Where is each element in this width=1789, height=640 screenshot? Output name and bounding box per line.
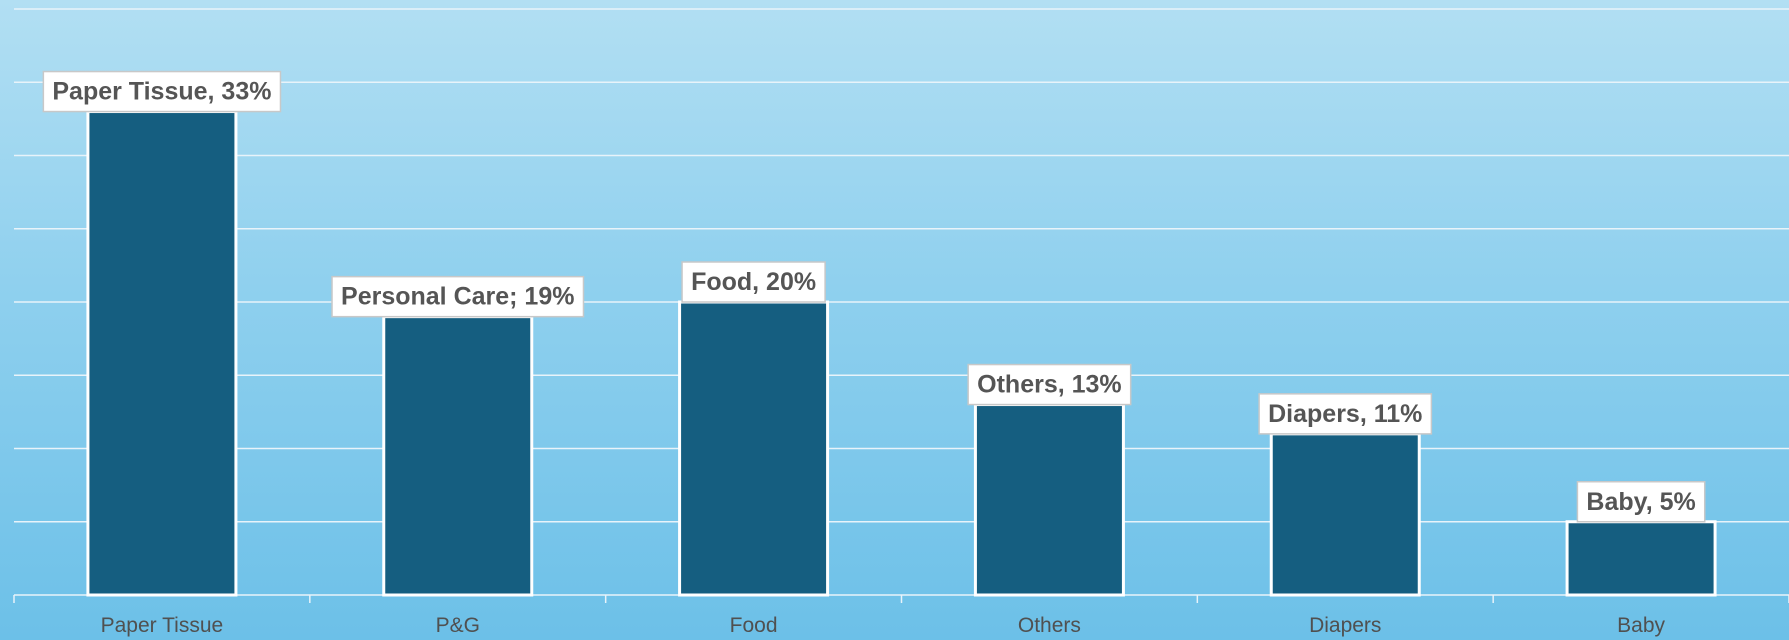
x-tick-label-2: Food xyxy=(730,614,778,637)
data-label-5: Baby, 5% xyxy=(1586,488,1695,516)
x-tick-label-3: Others xyxy=(1018,614,1081,637)
data-label-box-5 xyxy=(1576,481,1706,523)
x-tick-label-4: Diapers xyxy=(1309,614,1381,637)
bar-0 xyxy=(86,110,238,597)
data-label-2: Food, 20% xyxy=(691,268,816,296)
x-tick-label-0: Paper Tissue xyxy=(101,614,224,637)
bar-2 xyxy=(678,300,830,597)
data-label-4: Diapers, 11% xyxy=(1268,400,1422,428)
bar-1 xyxy=(382,315,534,597)
data-label-0: Paper Tissue, 33% xyxy=(52,78,271,106)
data-label-box-0 xyxy=(42,70,282,113)
data-label-1: Personal Care; 19% xyxy=(341,283,574,311)
bar-4 xyxy=(1269,432,1421,597)
bar-5 xyxy=(1565,520,1717,597)
data-label-box-4 xyxy=(1258,393,1433,435)
bar-3 xyxy=(973,403,1125,597)
x-tick-label-5: Baby xyxy=(1617,614,1665,637)
x-tick-label-1: P&G xyxy=(436,614,480,637)
data-label-box-2 xyxy=(681,261,826,303)
data-label-3: Others, 13% xyxy=(977,371,1122,399)
data-label-box-1 xyxy=(331,275,585,318)
data-label-box-3 xyxy=(967,363,1132,406)
